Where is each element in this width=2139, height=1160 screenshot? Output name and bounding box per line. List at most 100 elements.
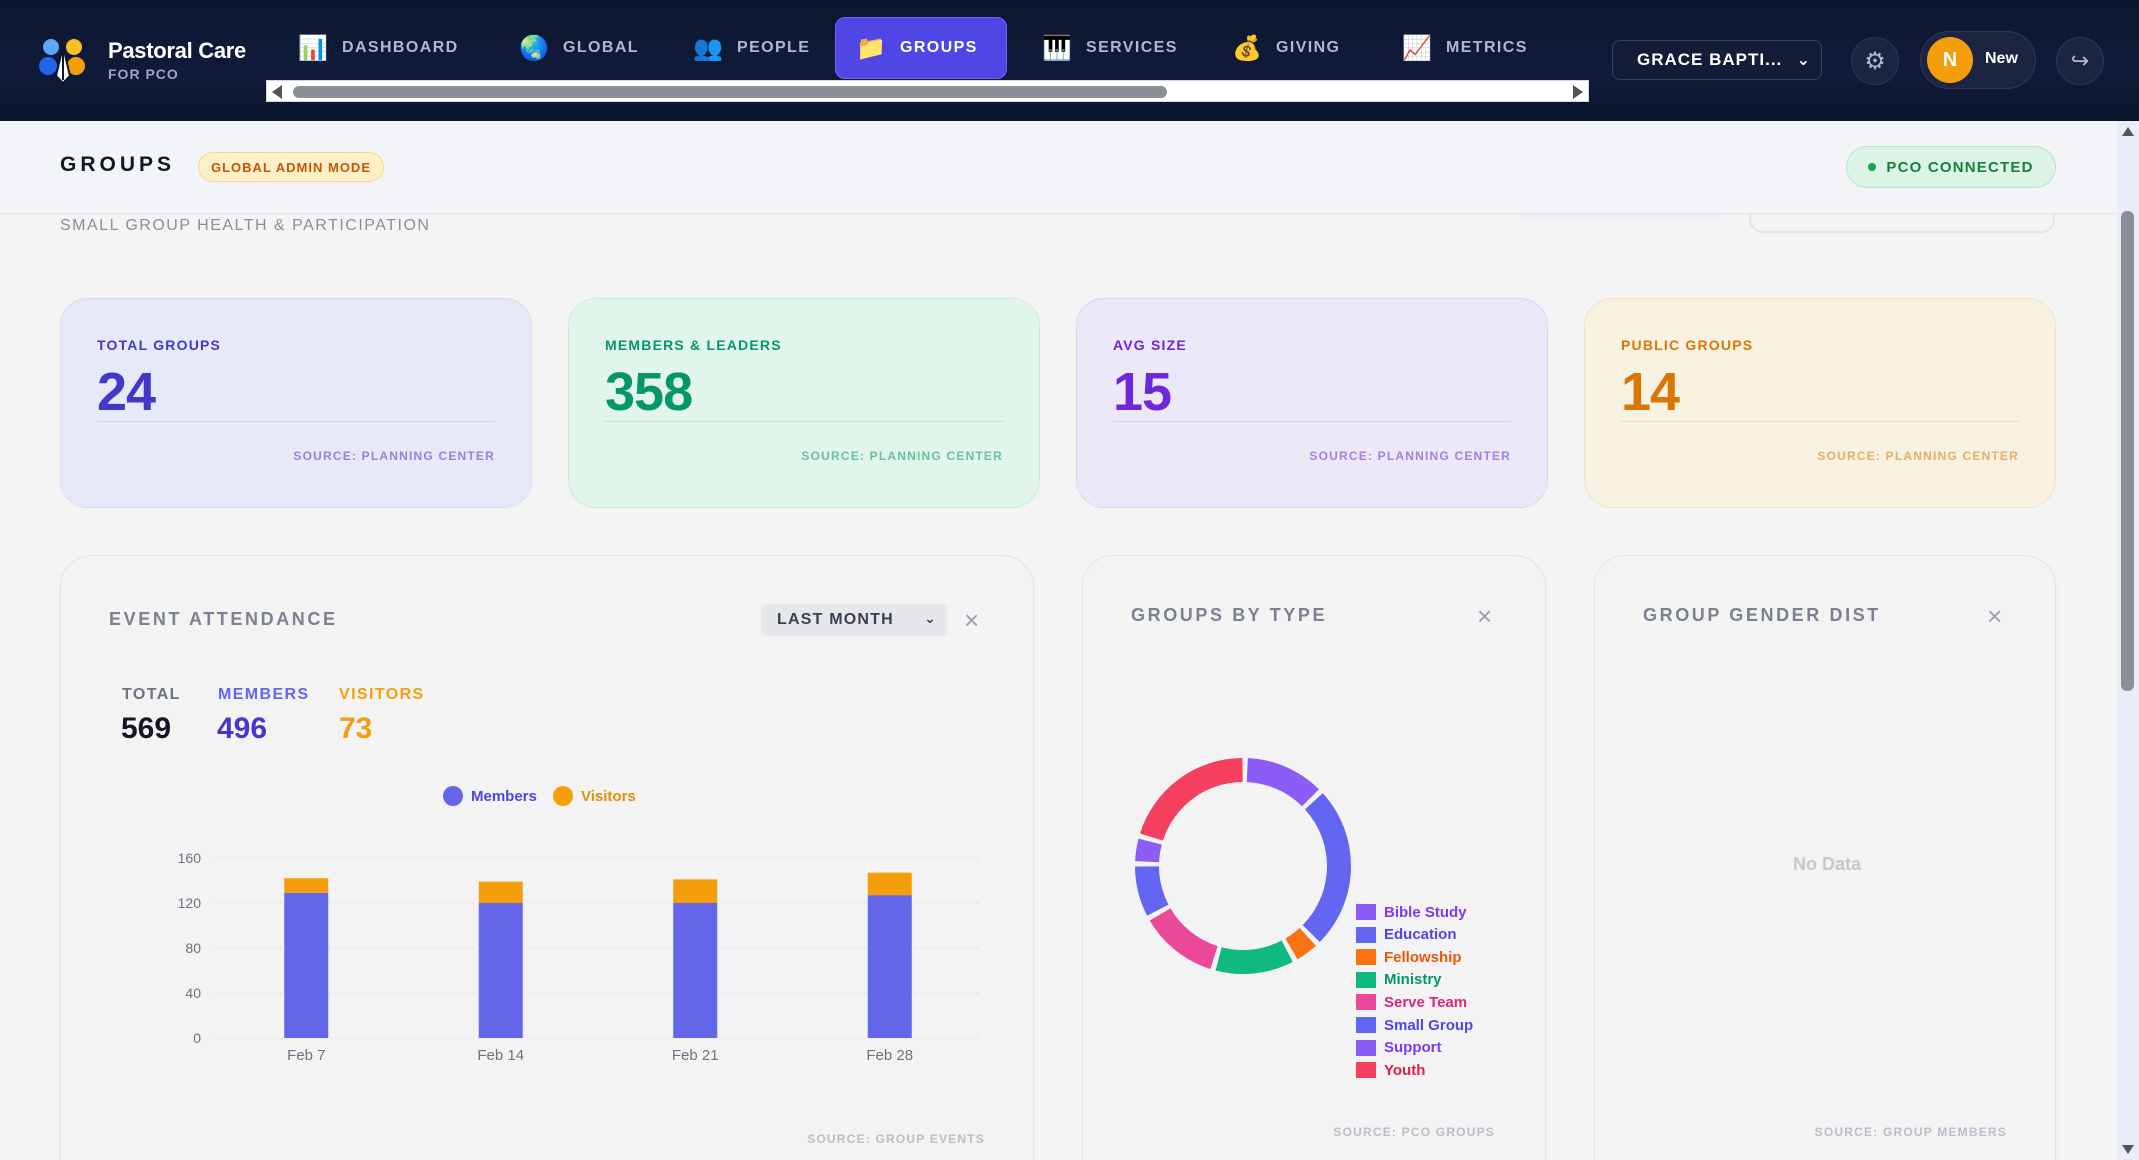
divider <box>1113 421 1511 422</box>
bar-visitors <box>284 878 329 893</box>
tab-label: GLOBAL <box>563 39 639 56</box>
tab-label: DASHBOARD <box>342 39 459 56</box>
tab-dashboard[interactable]: 📊 DASHBOARD <box>278 17 479 79</box>
legend-label: Serve Team <box>1384 993 1468 1011</box>
pastoral-care-logo <box>39 39 85 85</box>
groups-donut-chart <box>1135 758 1351 974</box>
members-label: MEMBERS <box>218 686 310 703</box>
x-tick-label: Feb 14 <box>477 1047 524 1064</box>
scroll-right-arrow-icon[interactable] <box>1573 85 1583 99</box>
scroll-up-arrow-icon[interactable] <box>2122 127 2134 136</box>
user-menu[interactable]: N New <box>1920 31 2036 89</box>
members-value: 496 <box>217 712 268 745</box>
visitors-label: VISITORS <box>339 686 425 703</box>
legend-swatch <box>1356 949 1376 966</box>
people-icon: 👥 <box>693 34 725 62</box>
stat-label: MEMBERS & LEADERS <box>605 337 782 353</box>
church-select-value: GRACE BAPTI... <box>1637 50 1783 69</box>
legend-item: Fellowship <box>1356 946 1462 968</box>
tab-label: GIVING <box>1276 39 1341 56</box>
total-label: TOTAL <box>122 686 181 703</box>
stat-value: 358 <box>605 362 693 422</box>
close-icon[interactable]: × <box>964 605 980 635</box>
stat-source: SOURCE: PLANNING CENTER <box>1309 449 1511 463</box>
donut-slice <box>1302 793 1351 942</box>
close-icon[interactable]: × <box>1477 601 1493 631</box>
divider <box>605 421 1003 422</box>
tab-giving[interactable]: 💰 GIVING <box>1212 17 1360 79</box>
church-select[interactable]: GRACE BAPTI... ⌄ <box>1612 40 1822 80</box>
status-dot-icon <box>1868 163 1877 171</box>
bar-members <box>478 903 523 1038</box>
legend-label: Small Group <box>1384 1016 1474 1034</box>
chart-legend-members: Members <box>443 786 537 806</box>
donut-slice <box>1285 928 1316 960</box>
brand-title: Pastoral Care <box>108 38 246 63</box>
legend-item: Education <box>1356 924 1457 946</box>
legend-swatch <box>1356 971 1376 988</box>
legend-swatch <box>1356 904 1376 920</box>
card-title: GROUP GENDER DIST <box>1643 605 1881 625</box>
scroll-down-arrow-icon[interactable] <box>2122 1145 2134 1154</box>
tab-metrics[interactable]: 📈 METRICS <box>1382 17 1548 79</box>
tab-label: PEOPLE <box>737 39 811 56</box>
empty-state: No Data <box>1792 854 1861 874</box>
x-tick-label: Feb 21 <box>672 1047 719 1064</box>
bar-visitors <box>673 879 718 903</box>
logout-icon: ↪ <box>2070 48 2090 73</box>
globe-icon: 🌏 <box>519 34 551 62</box>
scrollbar-thumb[interactable] <box>2121 211 2134 691</box>
legend-item: Support <box>1356 1037 1442 1059</box>
brand-subtitle: FOR PCO <box>108 66 179 82</box>
donut-slice <box>1140 758 1243 841</box>
y-tick-label: 40 <box>185 985 201 1001</box>
stat-label: TOTAL GROUPS <box>97 337 222 353</box>
divider <box>97 421 495 422</box>
settings-button[interactable]: ⚙ <box>1851 37 1899 85</box>
bar-chart-icon: 📊 <box>298 34 330 62</box>
y-tick-label: 0 <box>193 1030 201 1046</box>
gear-icon: ⚙ <box>1864 47 1886 75</box>
stat-label: AVG SIZE <box>1113 337 1187 353</box>
legend-item: Serve Team <box>1356 991 1467 1013</box>
visitors-value: 73 <box>339 712 373 745</box>
chevron-down-icon: ⌄ <box>1796 52 1811 69</box>
legend-label: Education <box>1384 926 1457 944</box>
card-title: GROUPS BY TYPE <box>1131 605 1328 625</box>
attendance-bar-chart: 0 40 80 120 160 Feb 7 Feb 14 Feb 21 Feb 28 <box>178 850 979 1064</box>
stat-card-public-groups: PUBLIC GROUPS 14 SOURCE: PLANNING CENTER <box>1584 298 2056 508</box>
admin-mode-badge: GLOBAL ADMIN MODE <box>198 152 384 182</box>
donut-slice <box>1246 758 1319 807</box>
tabs-horizontal-scrollbar[interactable] <box>266 80 1589 102</box>
stat-card-members-leaders: MEMBERS & LEADERS 358 SOURCE: PLANNING C… <box>568 298 1040 508</box>
legend-swatch <box>553 786 573 806</box>
legend-item: Bible Study <box>1356 901 1467 923</box>
tab-groups[interactable]: 📁 GROUPS <box>835 17 1007 79</box>
legend-swatch <box>1356 1017 1376 1033</box>
legend-label: Support <box>1384 1039 1442 1057</box>
tab-label: GROUPS <box>900 39 978 56</box>
stat-value: 14 <box>1621 362 1680 422</box>
page-vertical-scrollbar[interactable] <box>2117 121 2139 1160</box>
y-tick-label: 160 <box>178 850 202 866</box>
page-subtitle: SMALL GROUP HEALTH & PARTICIPATION <box>60 217 431 234</box>
pco-connection-badge: PCO CONNECTED <box>1846 146 2056 188</box>
main-content: GROUPS GLOBAL ADMIN MODE PCO CONNECTED S… <box>0 121 2117 1160</box>
stat-source: SOURCE: PLANNING CENTER <box>293 449 495 463</box>
legend-swatch <box>1356 1039 1376 1056</box>
tab-services[interactable]: 🎹 SERVICES <box>1022 17 1198 79</box>
groups-by-type-card: GROUPS BY TYPE × SOURCE: PCO GROUPS <box>1082 555 1546 1160</box>
tab-global[interactable]: 🌏 GLOBAL <box>499 17 659 79</box>
bar-members <box>284 892 329 1038</box>
x-tick-label: Feb 28 <box>866 1047 913 1064</box>
logout-button[interactable]: ↪ <box>2056 37 2104 85</box>
bar-visitors <box>478 881 523 903</box>
tab-people[interactable]: 👥 PEOPLE <box>673 17 830 79</box>
chart-legend-visitors: Visitors <box>553 786 636 806</box>
close-icon[interactable]: × <box>1987 601 2003 631</box>
scroll-left-arrow-icon[interactable] <box>272 85 282 99</box>
folder-icon: 📁 <box>856 34 888 62</box>
range-select[interactable]: LAST MONTH ⌄ <box>761 604 947 636</box>
connection-label: PCO CONNECTED <box>1886 158 2034 176</box>
scrollbar-thumb[interactable] <box>293 86 1167 98</box>
